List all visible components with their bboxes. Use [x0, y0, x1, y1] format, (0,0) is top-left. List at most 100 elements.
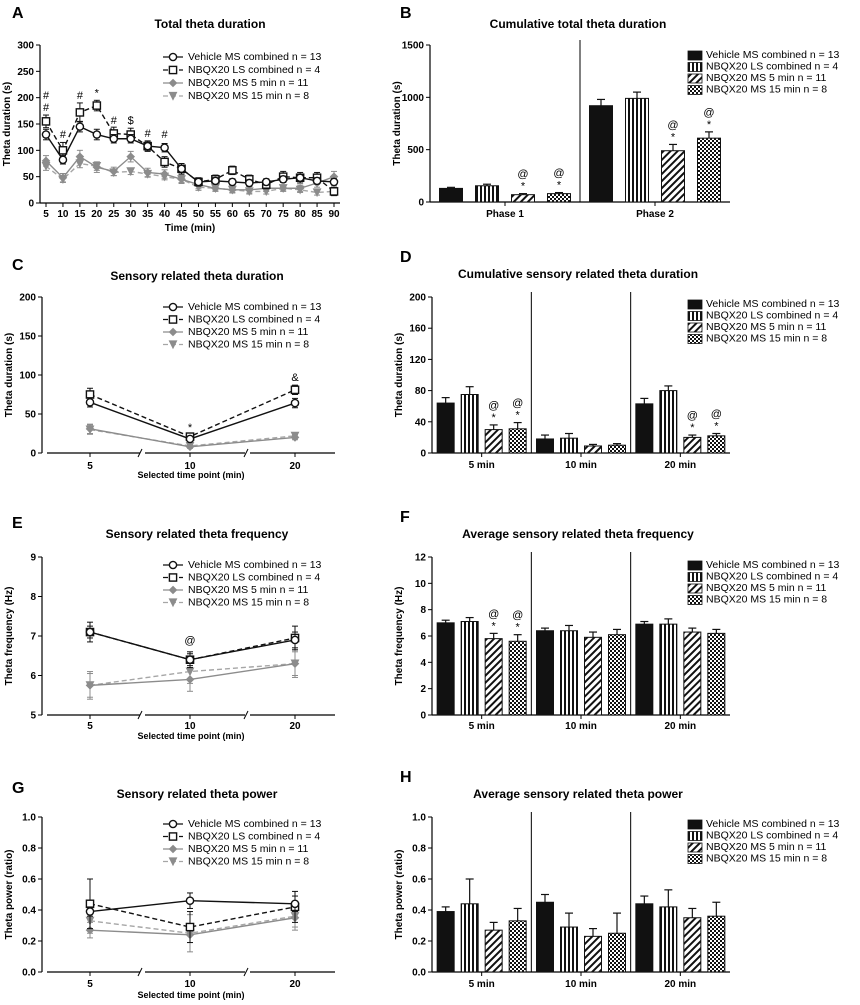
marker-circle: [109, 134, 119, 144]
marker-diamond: [168, 78, 178, 88]
y-tick-label: 200: [409, 293, 426, 304]
x-tick-label: 55: [210, 209, 222, 220]
significance-mark: &: [291, 372, 299, 384]
y-tick-label: 160: [409, 324, 426, 335]
bar: [635, 623, 654, 716]
legend-label: NBQX20 LS combined n = 4: [188, 572, 320, 584]
legend-label: NBQX20 MS 5 min n = 11: [706, 582, 826, 594]
marker-circle: [295, 173, 305, 183]
panel-E: E Sensory related theta frequency 5 6 7 8 9 The…: [4, 515, 335, 741]
y-axis-label: Theta frequency (Hz): [394, 587, 405, 686]
marker-diamond: [185, 442, 195, 452]
x-tick-label: 10: [184, 721, 196, 732]
y-tick-label: 100: [17, 146, 34, 157]
marker-circle: [168, 560, 178, 570]
series-line: [89, 903, 296, 928]
bar: [560, 437, 578, 454]
legend-swatch: [687, 560, 703, 571]
legend-label: NBQX20 MS 5 min n = 11: [188, 584, 308, 596]
panel-B: B Cumulative total theta duration 0 500 1000…: [392, 5, 840, 220]
bar: [584, 445, 602, 454]
y-tick-label: 1000: [402, 93, 425, 104]
legend-label: NBQX20 LS combined n = 4: [188, 314, 320, 326]
bar: [683, 436, 702, 454]
y-tick-label: 0.6: [412, 875, 426, 886]
bar: [635, 403, 654, 454]
panel-label: A: [12, 5, 24, 22]
y-tick-label: 0: [30, 449, 36, 460]
legend-label: NBQX20 LS combined n = 4: [706, 830, 838, 842]
significance-mark: #: [145, 128, 152, 140]
legend-label: NBQX20 MS 5 min n = 11: [706, 321, 826, 333]
legend-label: NBQX20 MS 5 min n = 11: [188, 843, 308, 855]
marker-square: [168, 315, 178, 324]
panel-A: A Total theta duration 0 50 100 150 200 250 300 T…: [2, 5, 340, 234]
significance-mark: @: [703, 107, 714, 119]
legend-label: NBQX20 LS combined n = 4: [706, 571, 838, 583]
marker-circle: [244, 178, 254, 188]
significance-mark: *: [188, 422, 193, 434]
y-tick-label: 120: [409, 355, 426, 366]
marker-circle: [143, 141, 152, 151]
bar: [508, 920, 527, 973]
x-tick-label: 15: [74, 209, 86, 220]
marker-square: [185, 922, 195, 932]
significance-mark: *: [95, 88, 100, 100]
legend-swatch: [687, 62, 703, 72]
y-tick-label: 5: [30, 711, 36, 722]
significance-mark: #: [111, 115, 118, 127]
significance-mark: @: [512, 610, 523, 622]
bar: [560, 630, 578, 716]
y-axis-label: Theta duration (s): [4, 333, 15, 417]
marker-diamond: [85, 681, 95, 690]
x-tick-label: 5: [87, 721, 93, 732]
category-label: 10 min: [565, 721, 597, 732]
bar: [484, 929, 503, 973]
y-tick-label: 0.0: [412, 968, 426, 979]
bar: [661, 150, 685, 203]
y-tick-label: 100: [19, 371, 36, 382]
legend-label: Vehicle MS combined n = 13: [706, 559, 840, 571]
y-tick-label: 10: [415, 579, 427, 590]
bar: [536, 630, 554, 716]
legend-label: NBQX20 MS 15 min n = 8: [188, 90, 309, 102]
panel-label: G: [12, 780, 24, 797]
marker-circle: [278, 174, 288, 184]
marker-square: [160, 157, 169, 167]
panel-label: H: [400, 769, 412, 786]
panel-D: D Cumulative sensory related theta durati…: [394, 249, 840, 471]
x-tick-label: 10: [184, 979, 196, 990]
bar: [584, 636, 602, 716]
y-tick-label: 250: [17, 67, 34, 78]
y-tick-label: 300: [17, 41, 34, 52]
y-tick-label: 0: [418, 198, 424, 209]
marker-diamond: [75, 152, 85, 161]
y-tick-label: 8: [420, 605, 426, 616]
x-tick-label: 50: [193, 209, 205, 220]
category-label: Phase 2: [636, 209, 674, 220]
legend-label: NBQX20 MS 5 min n = 11: [188, 77, 308, 89]
marker-square: [329, 187, 339, 196]
significance-mark: #: [162, 129, 169, 141]
marker-diamond: [228, 185, 237, 195]
marker-diamond: [126, 152, 136, 161]
marker-circle: [92, 130, 102, 139]
marker-circle: [290, 398, 300, 408]
axis-break: [137, 710, 143, 720]
significance-mark: #: [77, 90, 84, 102]
y-tick-label: 0.4: [22, 906, 36, 917]
marker-circle: [126, 134, 136, 144]
significance-mark: *: [557, 180, 562, 192]
panel-label: E: [12, 515, 23, 532]
marker-diamond: [290, 659, 300, 668]
legend-swatch: [687, 819, 703, 830]
bar: [635, 903, 654, 973]
bar: [508, 640, 527, 716]
category-label: 5 min: [469, 721, 495, 732]
marker-circle: [85, 397, 95, 407]
legend-swatch: [687, 322, 703, 333]
marker-square: [41, 117, 51, 126]
y-axis-label: Theta power (ratio): [394, 849, 405, 939]
y-tick-label: 0: [420, 449, 426, 460]
